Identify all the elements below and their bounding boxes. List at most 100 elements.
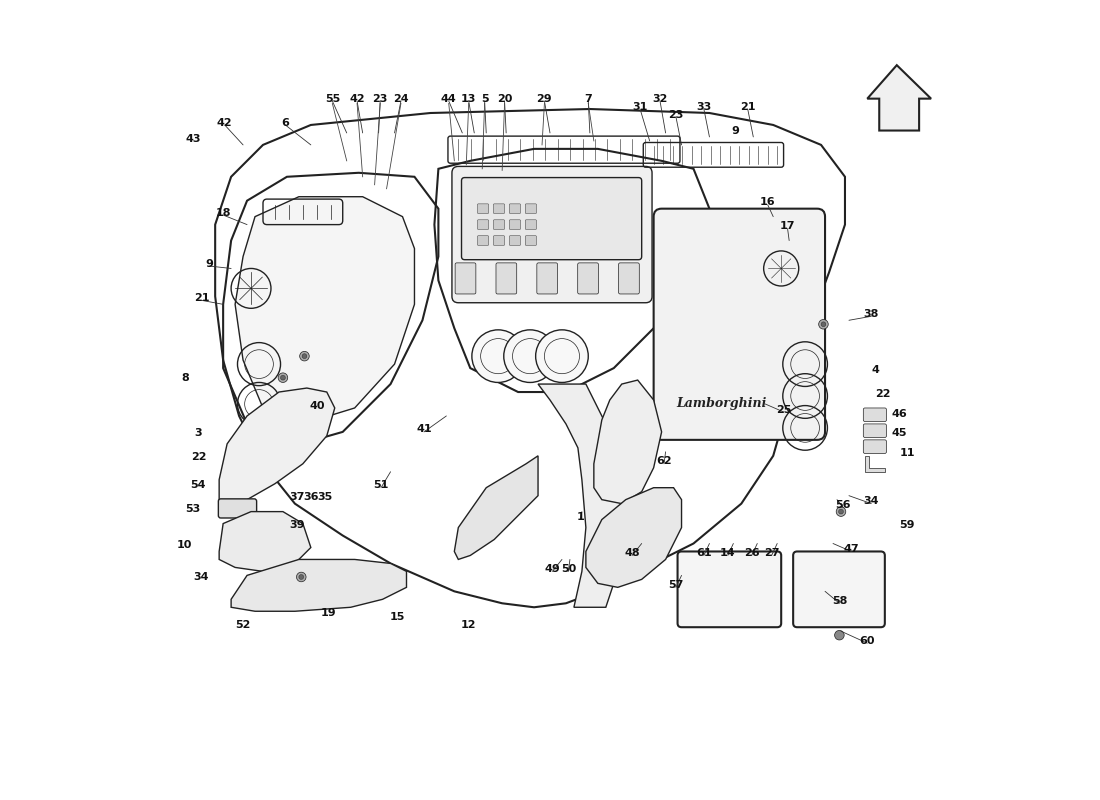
Text: 52: 52 bbox=[235, 620, 251, 630]
Text: 39: 39 bbox=[289, 520, 305, 530]
Text: 23: 23 bbox=[669, 110, 683, 119]
Text: 21: 21 bbox=[740, 102, 756, 112]
FancyBboxPatch shape bbox=[494, 220, 505, 230]
Text: 22: 22 bbox=[191, 452, 207, 462]
Text: 4: 4 bbox=[871, 365, 879, 374]
FancyBboxPatch shape bbox=[477, 236, 488, 246]
Text: 42: 42 bbox=[350, 94, 365, 104]
FancyBboxPatch shape bbox=[653, 209, 825, 440]
Circle shape bbox=[838, 510, 844, 514]
Text: 61: 61 bbox=[696, 548, 712, 558]
Text: 60: 60 bbox=[859, 636, 874, 646]
Polygon shape bbox=[867, 65, 931, 130]
Text: 14: 14 bbox=[720, 548, 736, 558]
Polygon shape bbox=[454, 456, 538, 559]
Text: 41: 41 bbox=[416, 425, 432, 434]
Text: 23: 23 bbox=[373, 94, 388, 104]
FancyBboxPatch shape bbox=[477, 204, 488, 214]
Circle shape bbox=[818, 319, 828, 329]
FancyBboxPatch shape bbox=[494, 204, 505, 214]
Polygon shape bbox=[231, 559, 407, 611]
Text: 33: 33 bbox=[696, 102, 712, 112]
FancyBboxPatch shape bbox=[455, 263, 476, 294]
Circle shape bbox=[278, 373, 288, 382]
Text: 56: 56 bbox=[836, 500, 851, 510]
Circle shape bbox=[297, 572, 306, 582]
FancyBboxPatch shape bbox=[509, 204, 520, 214]
Text: 29: 29 bbox=[537, 94, 552, 104]
Circle shape bbox=[472, 330, 525, 382]
Text: Lamborghini: Lamborghini bbox=[676, 398, 767, 410]
FancyBboxPatch shape bbox=[477, 220, 488, 230]
FancyBboxPatch shape bbox=[864, 440, 887, 454]
FancyBboxPatch shape bbox=[526, 236, 537, 246]
FancyBboxPatch shape bbox=[864, 408, 887, 422]
Circle shape bbox=[835, 630, 844, 640]
Text: 57: 57 bbox=[669, 580, 683, 590]
Text: 9: 9 bbox=[732, 126, 739, 135]
FancyBboxPatch shape bbox=[578, 263, 598, 294]
Text: 15: 15 bbox=[389, 612, 405, 622]
Text: 49: 49 bbox=[544, 564, 560, 574]
FancyBboxPatch shape bbox=[793, 551, 884, 627]
Text: 8: 8 bbox=[182, 373, 189, 382]
FancyBboxPatch shape bbox=[526, 204, 537, 214]
FancyBboxPatch shape bbox=[678, 551, 781, 627]
FancyBboxPatch shape bbox=[509, 220, 520, 230]
Text: 59: 59 bbox=[900, 520, 915, 530]
Circle shape bbox=[504, 330, 557, 382]
FancyBboxPatch shape bbox=[864, 424, 887, 438]
Polygon shape bbox=[586, 488, 682, 587]
Polygon shape bbox=[594, 380, 661, 504]
Circle shape bbox=[299, 574, 304, 579]
Circle shape bbox=[280, 375, 285, 380]
Text: 51: 51 bbox=[373, 480, 388, 490]
Text: 37: 37 bbox=[289, 492, 305, 502]
Text: 25: 25 bbox=[776, 405, 791, 414]
Text: 12: 12 bbox=[461, 620, 476, 630]
Text: 40: 40 bbox=[309, 401, 324, 410]
Text: 24: 24 bbox=[393, 94, 409, 104]
FancyBboxPatch shape bbox=[462, 178, 641, 260]
Text: 47: 47 bbox=[844, 544, 859, 554]
Text: 21: 21 bbox=[194, 293, 209, 303]
Text: 22: 22 bbox=[876, 389, 891, 398]
Text: 34: 34 bbox=[864, 496, 879, 506]
Text: 16: 16 bbox=[760, 198, 775, 207]
Text: 11: 11 bbox=[900, 449, 915, 458]
Circle shape bbox=[536, 330, 588, 382]
Text: 9: 9 bbox=[206, 259, 213, 270]
FancyBboxPatch shape bbox=[509, 236, 520, 246]
Text: 13: 13 bbox=[461, 94, 476, 104]
FancyBboxPatch shape bbox=[496, 263, 517, 294]
FancyBboxPatch shape bbox=[219, 499, 256, 518]
Polygon shape bbox=[219, 512, 311, 571]
Text: 6: 6 bbox=[282, 118, 289, 127]
Text: 1: 1 bbox=[576, 512, 584, 522]
Text: 58: 58 bbox=[832, 596, 847, 606]
FancyBboxPatch shape bbox=[526, 220, 537, 230]
Text: 26: 26 bbox=[744, 548, 759, 558]
Circle shape bbox=[299, 351, 309, 361]
Circle shape bbox=[836, 507, 846, 516]
Text: 43: 43 bbox=[185, 134, 200, 143]
Text: 42: 42 bbox=[217, 118, 232, 127]
Circle shape bbox=[302, 354, 307, 358]
Text: 54: 54 bbox=[190, 480, 206, 490]
Polygon shape bbox=[865, 456, 884, 472]
Circle shape bbox=[821, 322, 826, 326]
Text: 48: 48 bbox=[625, 548, 640, 558]
Text: 34: 34 bbox=[194, 572, 209, 582]
Text: 18: 18 bbox=[216, 208, 231, 218]
Polygon shape bbox=[219, 388, 334, 508]
Text: 53: 53 bbox=[185, 504, 200, 514]
Text: 32: 32 bbox=[652, 94, 668, 104]
Polygon shape bbox=[235, 197, 415, 424]
Text: 46: 46 bbox=[891, 409, 908, 418]
Text: 45: 45 bbox=[891, 429, 906, 438]
FancyBboxPatch shape bbox=[537, 263, 558, 294]
Text: 38: 38 bbox=[864, 309, 879, 319]
Text: 36: 36 bbox=[304, 492, 319, 502]
Text: 50: 50 bbox=[561, 564, 576, 574]
Text: 44: 44 bbox=[441, 94, 456, 104]
